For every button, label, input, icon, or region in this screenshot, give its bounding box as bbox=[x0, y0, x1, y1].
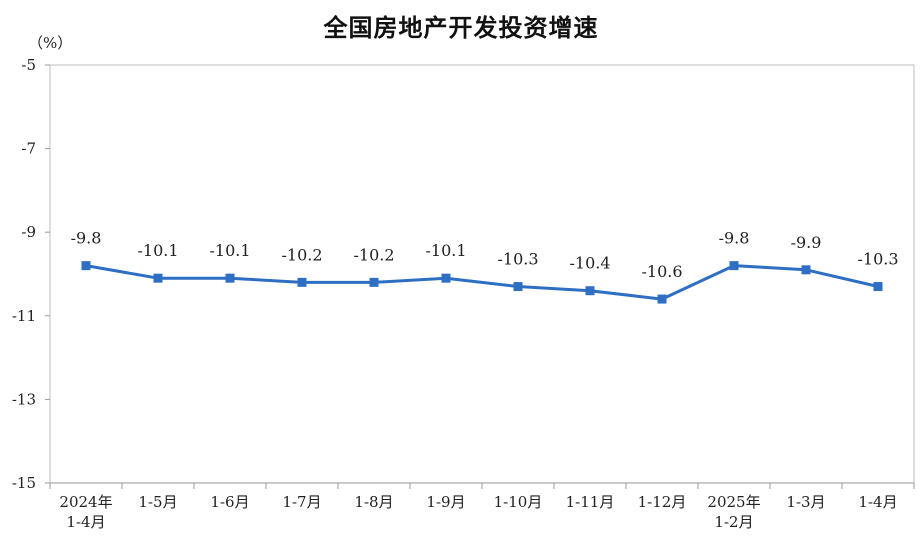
x-tick-label: 1-5月 bbox=[138, 493, 177, 511]
data-label: -10.3 bbox=[497, 250, 538, 269]
x-tick-label: 1-11月 bbox=[566, 493, 615, 511]
chart-title: 全国房地产开发投资增速 bbox=[323, 14, 599, 42]
x-tick-label: 1-3月 bbox=[786, 493, 825, 511]
data-point-marker bbox=[297, 277, 307, 287]
x-tick-label: 1-4月 bbox=[858, 493, 897, 511]
x-tick-label: 1-8月 bbox=[354, 493, 393, 511]
data-point-marker bbox=[585, 286, 595, 296]
y-axis-unit-label: （%） bbox=[28, 34, 73, 52]
data-label: -10.1 bbox=[209, 241, 250, 260]
data-label: -10.3 bbox=[857, 250, 898, 269]
data-point-marker bbox=[225, 273, 235, 283]
x-tick-label: 1-4月 bbox=[66, 513, 105, 531]
y-tick-label: -13 bbox=[12, 390, 36, 408]
data-label: -10.1 bbox=[137, 241, 178, 260]
x-tick-label: 2025年 bbox=[707, 493, 760, 511]
data-label: -10.2 bbox=[281, 245, 322, 264]
data-label: -9.8 bbox=[71, 229, 102, 248]
series-line bbox=[85, 264, 879, 301]
y-tick-label: -5 bbox=[21, 56, 36, 74]
data-point-marker bbox=[153, 273, 163, 283]
x-axis-ticks: 2024年 1-4月 1-5月 1-6月 1-7月 1-8月 1-9月 1-10月 1-11月 1… bbox=[49, 483, 915, 531]
x-tick-label: 2024年 bbox=[59, 493, 112, 511]
y-tick-label: -7 bbox=[21, 140, 36, 158]
x-tick-label: 1-7月 bbox=[282, 493, 321, 511]
data-label: -10.6 bbox=[641, 262, 682, 281]
data-labels: -9.8 -10.1 -10.1 -10.2 -10.2 -10.1 -10.3 -10.4 -… bbox=[71, 229, 899, 281]
x-tick-label: 1-2月 bbox=[714, 513, 753, 531]
data-point-marker bbox=[801, 265, 811, 275]
y-tick-label: -11 bbox=[12, 307, 36, 325]
data-point-marker bbox=[369, 277, 379, 287]
y-tick-label: -15 bbox=[12, 474, 36, 492]
x-tick-label: 1-12月 bbox=[638, 493, 687, 511]
data-label: -10.2 bbox=[353, 245, 394, 264]
data-point-marker bbox=[729, 261, 739, 271]
data-label: -9.8 bbox=[719, 229, 750, 248]
x-tick-label: 1-10月 bbox=[494, 493, 543, 511]
data-point-marker bbox=[873, 282, 883, 292]
data-point-marker bbox=[441, 273, 451, 283]
data-point-marker bbox=[81, 261, 91, 271]
x-tick-label: 1-9月 bbox=[426, 493, 465, 511]
data-point-marker bbox=[657, 294, 667, 304]
y-tick-label: -9 bbox=[21, 223, 36, 241]
x-tick-label: 1-6月 bbox=[210, 493, 249, 511]
data-label: -10.1 bbox=[425, 241, 466, 260]
data-point-marker bbox=[513, 282, 523, 292]
series-markers bbox=[81, 261, 883, 304]
data-label: -10.4 bbox=[569, 254, 610, 273]
data-label: -9.9 bbox=[791, 233, 822, 252]
plot-frame bbox=[49, 64, 915, 484]
y-axis-ticks: -5 -7 -9 -11 -13 -15 bbox=[12, 56, 50, 492]
